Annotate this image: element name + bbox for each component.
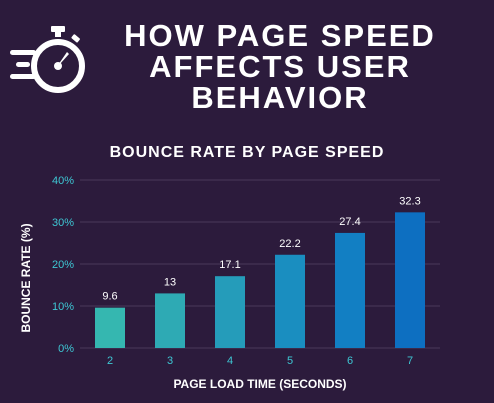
title-line-2: AFFECTS USER [149, 49, 411, 84]
value-labels: 9.6 13 17.1 22.2 27.4 32.3 [102, 195, 420, 302]
page-title: HOW PAGE SPEED AFFECTS USER BEHAVIOR [100, 20, 460, 113]
y-tick-label: 30% [52, 217, 74, 229]
y-tick-label: 20% [52, 259, 74, 271]
bar-value-label: 27.4 [339, 216, 360, 228]
header: HOW PAGE SPEED AFFECTS USER BEHAVIOR [0, 0, 494, 120]
x-axis-ticks: 2 3 4 5 6 7 [107, 355, 413, 367]
grid-lines [80, 179, 440, 349]
bar [275, 254, 305, 348]
y-tick-label: 10% [52, 301, 74, 313]
bar [215, 276, 245, 348]
x-tick-label: 2 [107, 355, 113, 367]
bar [395, 212, 425, 348]
bar-value-label: 22.2 [279, 238, 300, 250]
y-tick-label: 40% [52, 175, 74, 187]
bar [155, 293, 185, 348]
bar-chart: 0% 10% 20% 30% 40% 9.6 13 17.1 22.2 27.4 32.3 2 3 4… [19, 175, 440, 391]
bar-value-label: 13 [164, 276, 176, 288]
x-axis-label: PAGE LOAD TIME (SECONDS) [173, 377, 346, 391]
x-tick-label: 5 [287, 355, 293, 367]
x-tick-label: 3 [167, 355, 173, 367]
title-line-1: HOW PAGE SPEED [124, 18, 436, 53]
y-tick-label: 0% [58, 343, 74, 355]
stopwatch-speed-icon [8, 22, 88, 102]
y-axis-ticks: 0% 10% 20% 30% 40% [52, 175, 74, 355]
bar [335, 232, 365, 348]
x-tick-label: 4 [227, 355, 233, 367]
x-tick-label: 6 [347, 355, 353, 367]
bar [95, 307, 125, 348]
bar-value-label: 32.3 [399, 195, 420, 207]
y-axis-label: BOUNCE RATE (%) [19, 223, 33, 332]
title-line-3: BEHAVIOR [191, 80, 369, 115]
chart-title: BOUNCE RATE BY PAGE SPEED [109, 144, 385, 161]
x-tick-label: 7 [407, 355, 413, 367]
bar-value-label: 9.6 [102, 291, 117, 303]
bars [95, 212, 425, 348]
bar-value-label: 17.1 [219, 259, 240, 271]
